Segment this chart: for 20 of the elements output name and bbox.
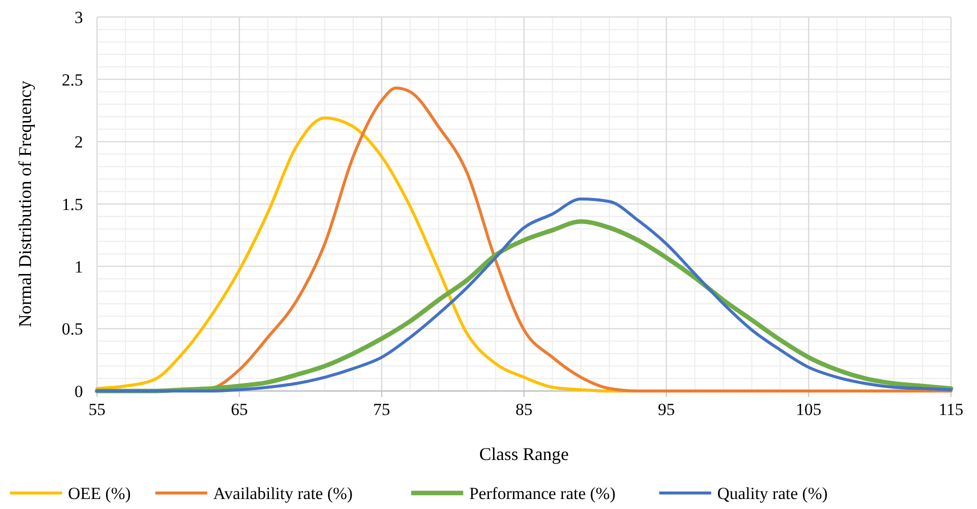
legend-label: Quality rate (%) xyxy=(717,484,828,503)
y-tick-label: 0 xyxy=(74,382,83,401)
x-tick-label: 75 xyxy=(373,400,390,419)
legend-label: OEE (%) xyxy=(68,484,131,503)
y-tick-label: 2.5 xyxy=(62,70,83,90)
x-tick-label: 85 xyxy=(516,400,532,419)
x-tick-label: 95 xyxy=(658,400,675,419)
y-tick-label: 1 xyxy=(74,257,83,276)
y-axis-title: Normal Distribution of Frequency xyxy=(15,80,35,328)
y-tick-label: 3 xyxy=(74,8,83,27)
x-tick-label: 105 xyxy=(796,400,822,419)
y-tick-label: 2 xyxy=(74,132,83,152)
y-tick-label: 1.5 xyxy=(62,195,83,214)
x-axis-title: Class Range xyxy=(479,444,569,464)
x-tick-label: 55 xyxy=(88,400,106,419)
y-tick-label: 0.5 xyxy=(62,320,83,339)
legend-label: Performance rate (%) xyxy=(469,484,616,503)
x-tick-label: 115 xyxy=(938,400,964,419)
x-tick-label: 65 xyxy=(230,400,248,419)
legend-label: Availability rate (%) xyxy=(213,484,353,503)
